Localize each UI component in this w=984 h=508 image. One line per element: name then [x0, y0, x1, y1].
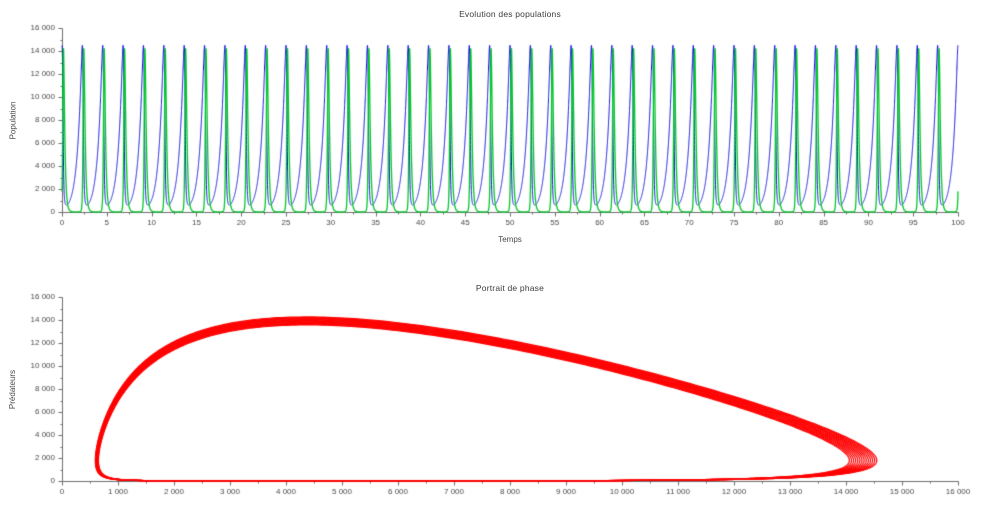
- chart-title-phase: Portrait de phase: [475, 283, 545, 293]
- chart-title-evolution: Evolution des populations: [459, 9, 561, 19]
- evolution-plot-canvas: [0, 0, 984, 260]
- y-axis-label-predateurs-text: Prédateurs: [8, 369, 18, 409]
- phase-plot-canvas: [0, 260, 984, 508]
- x-axis-label-temps: Temps: [498, 235, 522, 244]
- y-axis-label-predateurs: Prédateurs: [0, 297, 26, 481]
- y-axis-label-population: Population: [0, 28, 26, 212]
- y-axis-label-population-text: Population: [8, 101, 18, 139]
